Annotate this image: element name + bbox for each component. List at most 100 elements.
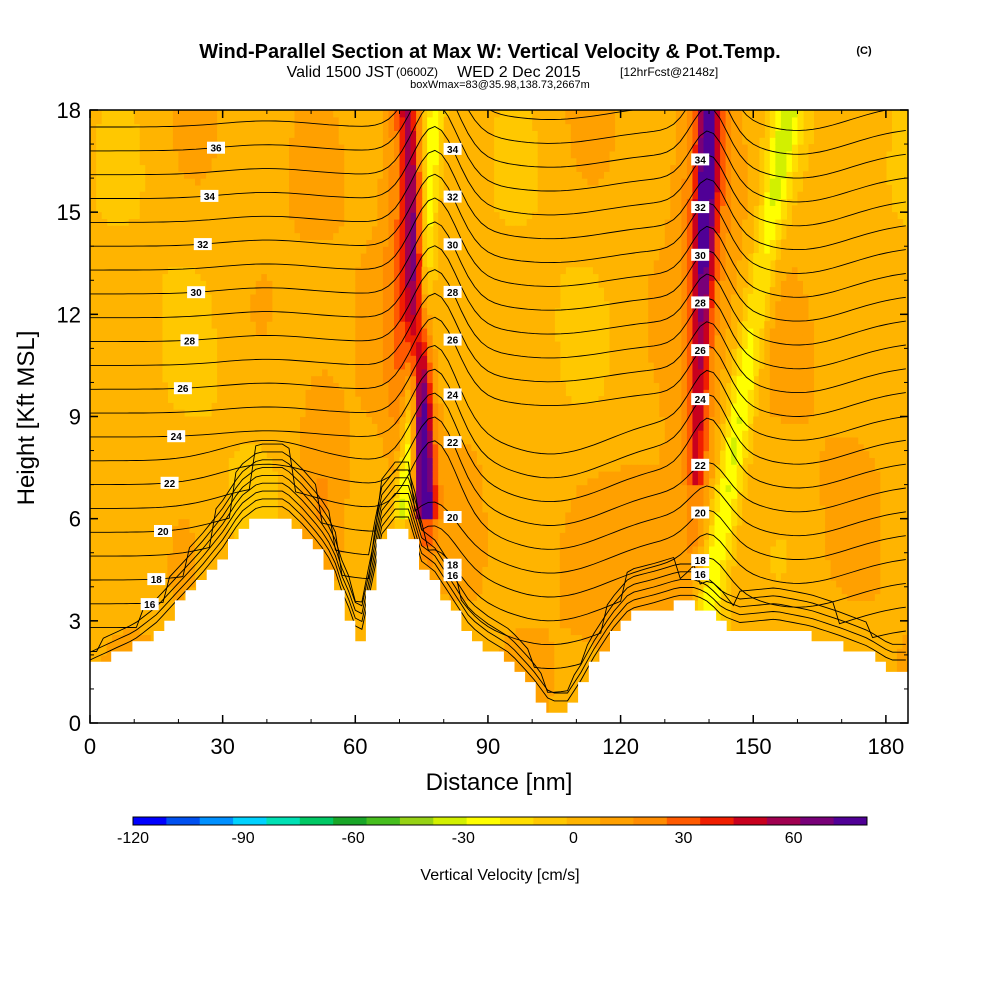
colorbar-tick-label: -30 — [452, 830, 475, 847]
chart-title: Wind-Parallel Section at Max W: Vertical… — [199, 41, 780, 63]
theta-contour-line — [90, 474, 906, 646]
colorbar-swatch — [533, 817, 568, 825]
x-tick-label: 180 — [868, 734, 905, 759]
theta-contour-line — [90, 292, 906, 394]
theta-contour-line — [90, 110, 906, 203]
colorbar-swatch — [666, 817, 701, 825]
colorbar-swatch — [433, 817, 468, 825]
y-tick-label: 12 — [57, 302, 81, 327]
theta-contour-label: 16 — [443, 569, 462, 582]
theta-contour-line — [90, 221, 906, 322]
x-axis: 0 30 60 90 120 150 180 — [84, 110, 904, 759]
colorbar-swatch — [133, 817, 167, 825]
theta-contour-label: 32 — [193, 238, 212, 251]
theta-contour-label: 30 — [691, 248, 710, 262]
y-tick-label: 6 — [69, 507, 81, 532]
x-tick-label: 90 — [476, 734, 500, 759]
colorbar-swatch — [266, 817, 301, 825]
theta-contour-line — [90, 316, 906, 417]
y-tick-label: 15 — [57, 200, 81, 225]
theta-contour-line — [90, 498, 906, 694]
theta-contour-label: 32 — [691, 201, 710, 214]
theta-contour-label: 28 — [180, 334, 199, 347]
x-tick-label: 60 — [343, 734, 367, 759]
theta-contour-labels: 36 34 34 34 32 32 32 30 30 30 28 28 28 26 26 26 24 24 24 22… — [140, 141, 710, 611]
theta-contour-line — [90, 173, 906, 274]
colorbar-swatch — [299, 817, 334, 825]
y-axis-label: Height [Kft MSL] — [13, 331, 40, 506]
theta-contour-line — [90, 125, 906, 227]
theta-contour-label: 28 — [691, 296, 710, 309]
valid-time: Valid 1500 JST — [287, 64, 395, 81]
colorbar-swatch — [333, 817, 367, 825]
theta-contours — [90, 110, 906, 702]
theta-contour-label: 18 — [691, 554, 710, 567]
theta-contour-label: 34 — [200, 189, 219, 203]
theta-contour-label: 18 — [147, 573, 166, 586]
colorbar-swatch — [566, 817, 601, 825]
theta-contour-label: 30 — [187, 286, 206, 299]
theta-contour-label: 34 — [443, 142, 462, 156]
theta-contour-label: 24 — [691, 393, 710, 406]
colorbar-swatch — [700, 817, 734, 825]
colorbar: -120 -90 -60 -30 0 30 60 — [117, 816, 868, 847]
theta-contour-line — [90, 345, 906, 455]
y-tick-label: 9 — [69, 405, 81, 430]
theta-contour-label: 24 — [443, 388, 462, 401]
valid-utc: (0600Z) — [396, 65, 438, 79]
theta-contour-line — [90, 392, 906, 503]
colorbar-swatch — [466, 817, 501, 825]
theta-contour-label: 26 — [173, 382, 192, 395]
colorbar-tick-label: 60 — [785, 830, 803, 847]
forecast-info: [12hrFcst@2148z] — [620, 65, 718, 79]
colorbar-swatch — [166, 817, 201, 825]
colorbar-swatch — [733, 817, 768, 825]
theta-contour-label: 30 — [443, 238, 462, 251]
theta-contour-line — [90, 269, 906, 370]
colorbar-swatch — [800, 817, 835, 825]
theta-contour-line — [489, 110, 889, 131]
theta-contour-label: 32 — [443, 190, 462, 204]
theta-contour-line — [90, 245, 906, 346]
theta-contour-label: 28 — [443, 285, 462, 299]
valid-date: WED 2 Dec 2015 — [457, 64, 581, 81]
x-tick-label: 30 — [210, 734, 234, 759]
theta-contour-line — [90, 440, 906, 550]
colorbar-tick-label: -120 — [117, 830, 149, 847]
colorbar-tick-label: -90 — [232, 830, 255, 847]
y-tick-label: 0 — [69, 711, 81, 736]
theta-contour-line — [90, 416, 906, 526]
chart-subtitle: Valid 1500 JST (0600Z) WED 2 Dec 2015 [1… — [287, 64, 719, 81]
theta-contour-line — [90, 110, 906, 155]
colorbar-swatch — [366, 817, 401, 825]
theta-contour-line — [90, 467, 906, 622]
x-tick-label: 120 — [602, 734, 639, 759]
colorbar-swatch — [766, 817, 801, 825]
theta-contour-label: 16 — [691, 568, 710, 581]
theta-contour-line — [90, 368, 906, 479]
theta-contour-label: 26 — [443, 333, 462, 347]
y-tick-label: 18 — [57, 98, 81, 123]
box-wmax-info: boxWmax=83@35.98,138.73,2667m — [410, 79, 590, 91]
colorbar-swatch — [399, 817, 434, 825]
colorbar-swatch — [633, 817, 668, 825]
terrain-mask — [90, 518, 908, 723]
colorbar-tick-label: 30 — [675, 830, 693, 847]
x-tick-label: 150 — [735, 734, 772, 759]
colorbar-tick-label: 0 — [569, 830, 578, 847]
theta-contour-label: 26 — [691, 344, 710, 357]
theta-contour-label: 22 — [160, 476, 179, 490]
theta-contour-label: 24 — [167, 430, 186, 443]
theta-contour-line — [90, 506, 906, 702]
theta-contour-label: 22 — [691, 458, 710, 472]
theta-contour-label: 20 — [691, 506, 710, 520]
x-axis-label: Distance [nm] — [426, 769, 573, 796]
theta-contour-label: 34 — [691, 153, 710, 166]
colorbar-swatch — [233, 817, 267, 825]
theta-contour-label: 22 — [443, 436, 462, 449]
theta-contour-line — [90, 149, 906, 251]
colorbar-swatch — [199, 817, 234, 825]
colorbar-swatch — [833, 817, 868, 825]
